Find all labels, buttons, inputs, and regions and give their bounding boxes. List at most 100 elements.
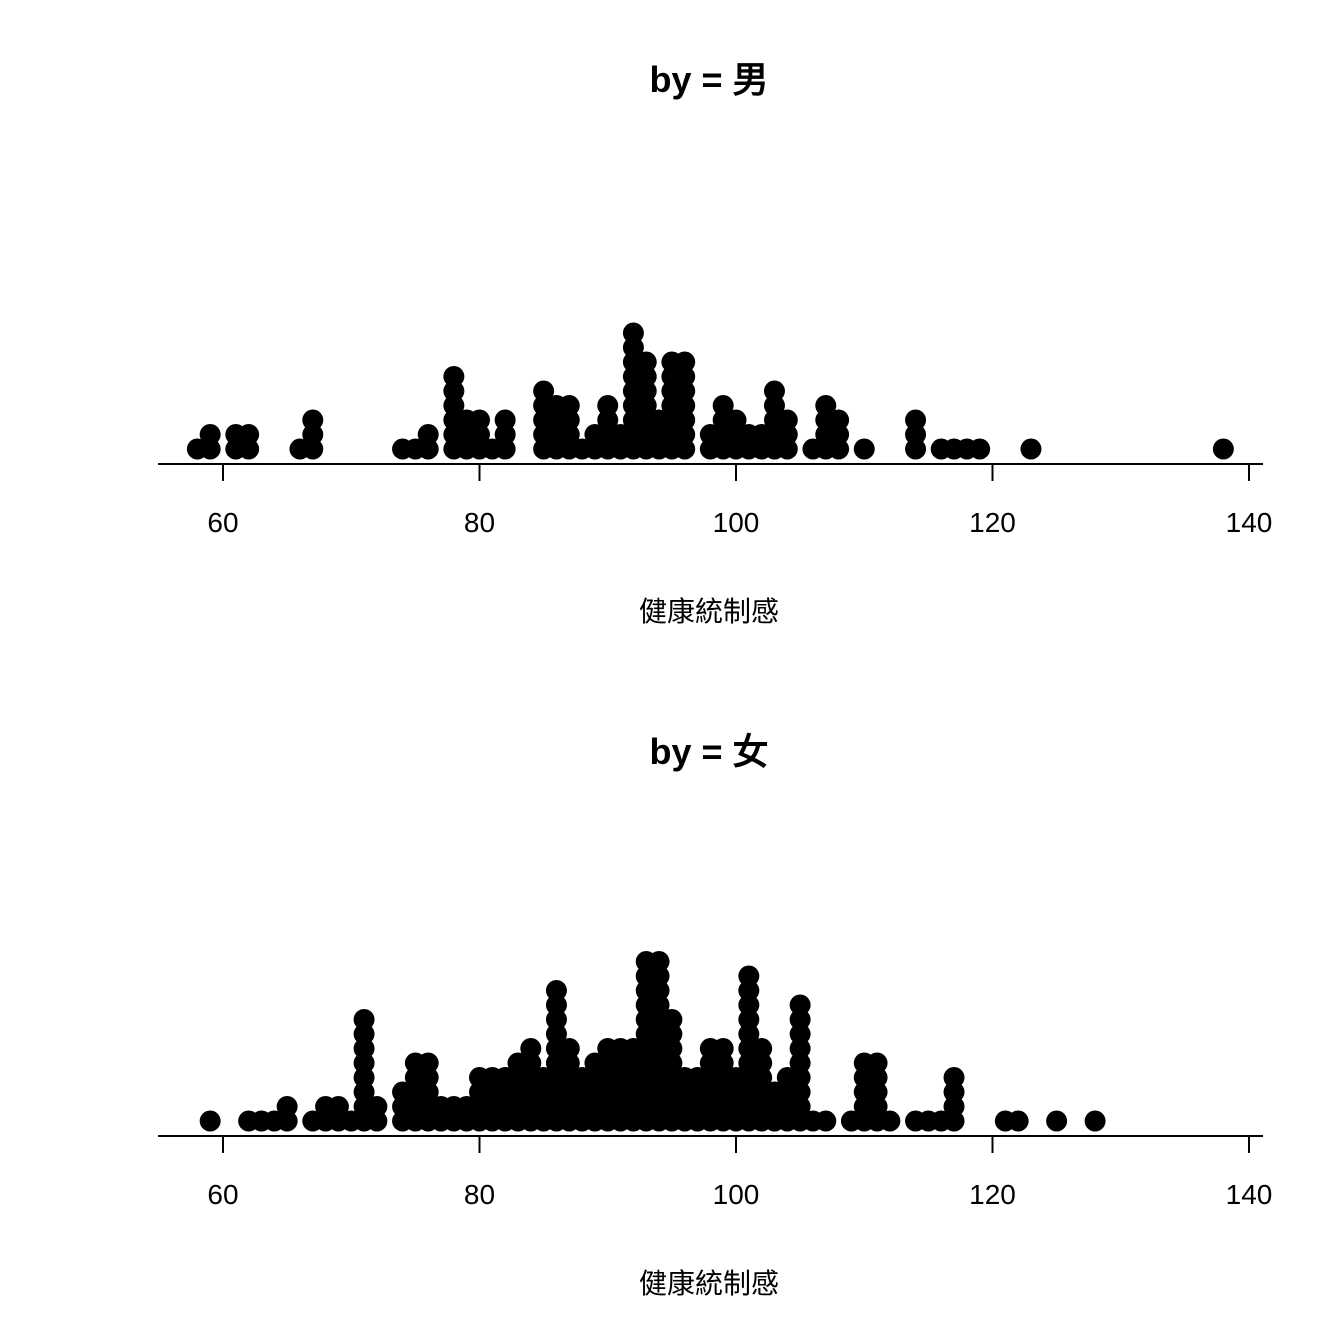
- dot-point: [828, 424, 850, 445]
- dot-point: [533, 380, 555, 402]
- x-axis-ticks: 60 80 100 120 140: [207, 1136, 1272, 1210]
- dot-point: [648, 980, 670, 1001]
- panel-male: by = 男 60 80 100 120 140 健康統制感: [158, 59, 1272, 627]
- panel-title: by = 女: [649, 731, 768, 772]
- dot-point: [597, 409, 619, 431]
- dot-point: [635, 351, 657, 373]
- dot-point: [238, 438, 260, 460]
- dot-point: [905, 438, 927, 460]
- dot-point: [725, 409, 747, 431]
- x-tick-label: 60: [207, 1179, 238, 1210]
- dot-point: [789, 1052, 811, 1074]
- x-tick-label: 120: [969, 507, 1016, 538]
- dot-point: [905, 409, 927, 431]
- dot-point: [815, 395, 837, 416]
- dot-point: [353, 1067, 375, 1088]
- dot-point: [866, 1081, 888, 1103]
- panel-title: by = 男: [649, 59, 768, 100]
- dot-point: [943, 1110, 965, 1132]
- dot-point: [327, 1096, 349, 1117]
- dot-point: [674, 395, 696, 416]
- x-tick-label: 100: [713, 1179, 760, 1210]
- dot-point: [712, 1038, 734, 1059]
- dot-point: [738, 994, 760, 1016]
- dot-point: [635, 395, 657, 416]
- dot-point: [776, 409, 798, 431]
- dot-point: [712, 395, 734, 416]
- dot-point: [776, 424, 798, 445]
- x-axis-label: 健康統制感: [639, 596, 779, 627]
- dot-point: [545, 980, 567, 1001]
- dot-point: [199, 424, 221, 445]
- dot-point: [1212, 438, 1234, 460]
- dot-point: [469, 409, 490, 431]
- dot-point: [443, 366, 465, 387]
- dot-point: [417, 1052, 439, 1074]
- dot-point: [417, 1081, 439, 1103]
- dot-point: [738, 1009, 760, 1030]
- dot-point: [302, 438, 324, 460]
- dot-point: [353, 1009, 375, 1030]
- x-tick-label: 100: [713, 507, 760, 538]
- dot-point: [866, 1052, 888, 1074]
- dot-point: [853, 438, 875, 460]
- dot-point: [751, 1038, 773, 1059]
- dot-point: [674, 366, 696, 387]
- dot-point: [238, 424, 260, 445]
- dot-point: [866, 1096, 888, 1117]
- dot-point: [905, 424, 927, 445]
- dot-point: [558, 409, 580, 431]
- dot-point: [776, 438, 798, 460]
- dot-point: [828, 438, 850, 460]
- x-tick-label: 60: [207, 507, 238, 538]
- dot-point: [738, 980, 760, 1001]
- dot-point: [789, 1096, 811, 1117]
- dot-point: [545, 994, 567, 1016]
- dot-point: [1020, 438, 1042, 460]
- dot-point: [558, 424, 580, 445]
- dot-point: [302, 424, 324, 445]
- dot-point: [494, 424, 516, 445]
- x-tick-label: 140: [1226, 507, 1273, 538]
- dot-point: [879, 1110, 901, 1132]
- dot-point: [353, 1023, 375, 1045]
- dot-point: [674, 380, 696, 402]
- dot-point: [302, 409, 324, 431]
- dot-point: [558, 395, 580, 416]
- dot-point: [943, 1081, 965, 1103]
- dot-point: [661, 1023, 683, 1045]
- dot-point: [622, 322, 644, 344]
- dot-point: [545, 1009, 567, 1030]
- dot-point: [1007, 1110, 1029, 1132]
- dot-point: [943, 1067, 965, 1088]
- x-tick-label: 80: [464, 507, 495, 538]
- dot-point: [648, 951, 670, 972]
- dots-group: [199, 951, 1106, 1132]
- dot-point: [661, 1052, 683, 1074]
- dot-point: [276, 1110, 298, 1132]
- dot-point: [443, 395, 465, 416]
- dot-point: [622, 337, 644, 358]
- dot-point: [712, 1052, 734, 1074]
- x-tick-label: 140: [1226, 1179, 1273, 1210]
- dot-point: [828, 409, 850, 431]
- dot-point: [751, 1067, 773, 1088]
- dot-point: [494, 438, 516, 460]
- dot-point: [558, 1052, 580, 1074]
- dot-point: [789, 1081, 811, 1103]
- dot-point: [558, 1038, 580, 1059]
- dot-point: [366, 1096, 388, 1117]
- dot-point: [661, 1038, 683, 1059]
- dot-point: [1084, 1110, 1106, 1132]
- x-axis-ticks: 60 80 100 120 140: [207, 464, 1272, 538]
- dot-point: [635, 366, 657, 387]
- dot-point: [751, 1052, 773, 1074]
- dot-point: [353, 1038, 375, 1059]
- dot-point: [674, 424, 696, 445]
- x-tick-label: 120: [969, 1179, 1016, 1210]
- dot-point: [674, 409, 696, 431]
- dot-point: [494, 409, 516, 431]
- dot-point: [276, 1096, 298, 1117]
- dot-point: [789, 1038, 811, 1059]
